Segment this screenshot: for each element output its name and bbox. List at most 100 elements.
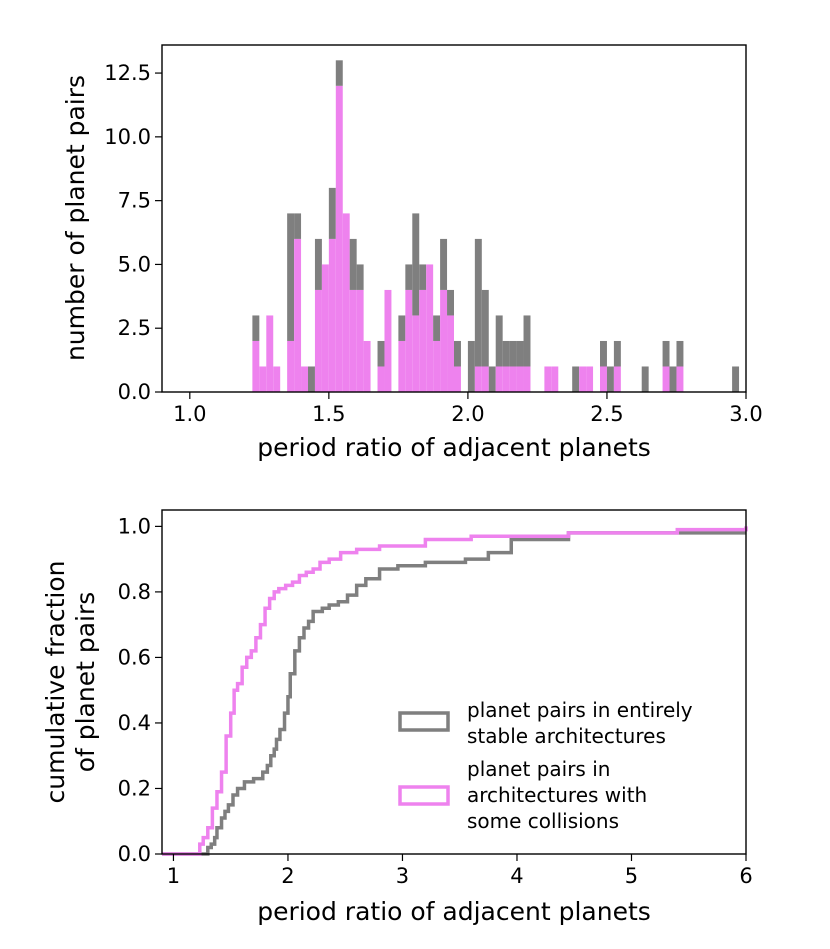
legend: planet pairs in entirely stable architec… [398, 698, 693, 833]
histogram-bar-stable [600, 340, 607, 367]
histogram-bar-stable [606, 366, 614, 392]
histogram-bar-stable [502, 340, 510, 367]
histogram-y-tick-label: 2.5 [118, 316, 151, 340]
cumulative-y-tick-label: 0.2 [118, 776, 151, 800]
histogram-bar-collisions [384, 289, 392, 392]
histogram-bar-stable [314, 238, 322, 290]
histogram-bar-stable [641, 366, 649, 392]
histogram-bar-stable [669, 366, 677, 392]
histogram-axes-frame [161, 44, 747, 393]
histogram-bar-stable [495, 315, 503, 367]
histogram-bar-stable [287, 213, 295, 341]
cumulative-x-tick-label: 6 [739, 864, 752, 888]
histogram-bar-stable [419, 264, 427, 290]
histogram-bar-collisions [426, 264, 434, 392]
histogram-bar-collisions [613, 366, 621, 392]
histogram-bar-stable [613, 340, 621, 367]
histogram-bar-collisions [356, 289, 364, 392]
legend-label-collisions-line-3: some collisions [467, 809, 619, 833]
cumulative-x-tick-label: 2 [281, 864, 294, 888]
histogram-x-axis-label: period ratio of adjacent planets [257, 433, 651, 462]
cumulative-y-tick-label: 0.6 [118, 645, 151, 669]
histogram-bar-stable [377, 340, 385, 367]
histogram-x-tick-label: 3.0 [729, 402, 762, 426]
histogram-x-tick-label: 1.5 [312, 402, 345, 426]
cumulative-x-tick-label: 1 [167, 864, 180, 888]
histogram-bar-stable [467, 340, 475, 392]
histogram-bar-collisions [662, 366, 670, 392]
histogram-bar-stable [433, 315, 441, 341]
cumulative-x-tick-label: 3 [396, 864, 409, 888]
cumulative-y-tick-label: 0.4 [118, 711, 151, 735]
histogram-bar-stable [516, 340, 524, 367]
histogram-bar-collisions [495, 366, 503, 392]
histogram-bar-collisions [481, 366, 489, 392]
histogram-bar-stable [447, 289, 454, 316]
histogram-bar-collisions [509, 366, 517, 392]
cumulative-x-ticks: 1 2 3 4 5 6 [167, 854, 753, 888]
histogram-bar-collisions [321, 264, 329, 392]
cumulative-y-tick-label: 1.0 [118, 514, 151, 538]
histogram-bar-collisions [440, 289, 448, 392]
cumulative-y-ticks: 0.0 0.2 0.4 0.6 0.8 1.0 [118, 514, 162, 866]
histogram-y-tick-label: 12.5 [104, 61, 151, 85]
histogram-bar-collisions [287, 340, 295, 392]
histogram-bar-stable [412, 213, 420, 316]
histogram-bar-stable [676, 340, 684, 367]
histogram-bar-stable [509, 340, 517, 367]
cumulative-x-tick-label: 4 [510, 864, 523, 888]
histogram-bar-collisions [544, 366, 552, 392]
histogram-bar-collisions [600, 366, 607, 392]
histogram-y-tick-label: 10.0 [104, 125, 151, 149]
histogram-bar-collisions [363, 340, 371, 392]
histogram-bar-collisions [294, 238, 302, 392]
cumulative-y-tick-label: 0.8 [118, 580, 151, 604]
histogram-bar-stable [523, 315, 531, 367]
histogram-bar-collisions [349, 289, 357, 392]
histogram-bar-stable [328, 187, 336, 239]
histogram-bar-collisions [266, 315, 274, 392]
histogram-bar-collisions [474, 366, 482, 392]
histogram-bar-stable [308, 366, 315, 392]
cumulative-line-stable [162, 531, 746, 856]
legend-swatch-stable [398, 711, 450, 732]
histogram-bar-stable [481, 289, 489, 367]
histogram-bar-stable [572, 366, 580, 392]
histogram-bar-stable [474, 238, 482, 367]
histogram-bar-collisions [301, 366, 308, 392]
histogram-bar-stable [662, 340, 670, 367]
histogram-x-tick-label: 1.0 [173, 402, 206, 426]
cumulative-x-tick-label: 5 [625, 864, 638, 888]
histogram-bar-collisions [405, 289, 413, 392]
histogram-bar-collisions [314, 289, 322, 392]
histogram-bar-collisions [502, 366, 510, 392]
histogram-bar-collisions [259, 366, 267, 392]
histogram-bar-collisions [252, 340, 260, 392]
cumulative-panel: 0.0 0.2 0.4 0.6 0.8 1.0 1 2 3 4 5 6 period ratio o… [41, 509, 753, 926]
histogram-bar-collisions [398, 340, 406, 392]
histogram-x-tick-label: 2.0 [451, 402, 484, 426]
histogram-bar-stable [732, 366, 740, 392]
histogram-bar-collisions [676, 366, 684, 392]
histogram-y-ticks: 0.0 2.5 5.0 7.5 10.0 12.5 [104, 61, 162, 404]
histogram-bar-stable [440, 238, 448, 290]
histogram-bar-stable [488, 366, 496, 392]
histogram-bar-stable [454, 340, 461, 367]
histogram-y-axis-label: number of planet pairs [61, 75, 90, 361]
histogram-bar-collisions [328, 238, 336, 392]
histogram-x-ticks: 1.0 1.5 2.0 2.5 3.0 [173, 392, 763, 426]
histogram-bar-collisions [342, 213, 350, 392]
histogram-panel: 0.0 2.5 5.0 7.5 10.0 12.5 1.0 1.5 2.0 2.5 3.0 per… [61, 44, 763, 462]
histogram-bar-stable [335, 60, 343, 86]
cumulative-axes-frame [161, 509, 747, 855]
legend-label-collisions-line-1: planet pairs in [467, 757, 610, 781]
cumulative-y-axis-label-line-1: cumulative fraction [41, 561, 70, 804]
histogram-bar-stable [294, 213, 302, 239]
histogram-y-tick-label: 0.0 [118, 380, 151, 404]
histogram-bar-collisions [551, 366, 559, 392]
legend-label-stable-line-1: planet pairs in entirely [467, 698, 693, 722]
histogram-y-tick-label: 7.5 [118, 189, 151, 213]
histogram-bar-stable [398, 315, 406, 341]
legend-label-stable-line-2: stable architectures [467, 724, 666, 748]
